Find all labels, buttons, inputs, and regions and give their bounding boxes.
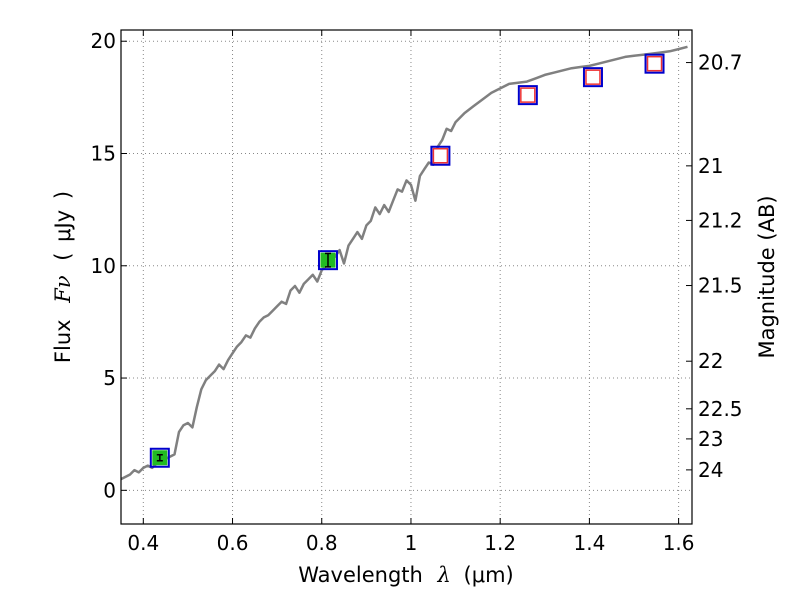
ticks: 0.4 0.6 0.8 1 1.2 1.4 1.6 0 5 10 15 20 20.7 21 21.2 21.… <box>91 29 743 555</box>
y-tick-label: 5 <box>103 366 116 390</box>
x-axis-label: Wavelength λ (μm) <box>298 563 513 587</box>
x-tick-label: 1 <box>405 531 418 555</box>
y2-tick-label: 22 <box>698 349 723 373</box>
x-tick-label: 1.2 <box>484 531 516 555</box>
points-layer <box>149 53 665 468</box>
y2-axis-label: Magnitude (AB) <box>755 195 779 358</box>
upper-limit-marker <box>432 147 449 164</box>
y2-tick-label: 24 <box>698 458 723 482</box>
plot-frame <box>120 29 693 525</box>
x-tick-label: 1.4 <box>573 531 605 555</box>
y-tick-label: 15 <box>91 142 116 166</box>
y2-tick-label: 21.5 <box>698 274 743 298</box>
y-axis-label: Flux Fν ( μJy ) <box>51 191 75 363</box>
y2-tick-label: 21.2 <box>698 208 743 232</box>
y-tick-label: 10 <box>91 254 116 278</box>
y-tick-label: 20 <box>91 29 116 53</box>
model-photometry-marker <box>517 85 538 106</box>
y2-tick-label: 23 <box>698 427 723 451</box>
model-photometry-marker <box>317 250 338 271</box>
grid <box>121 30 692 524</box>
upper-limit-marker <box>585 69 601 85</box>
model-photometry-marker <box>149 447 170 468</box>
y2-tick-label: 21 <box>698 154 723 178</box>
y-tick-label: 0 <box>103 478 116 502</box>
model-photometry-marker <box>430 145 451 166</box>
sed-model-line <box>120 45 688 481</box>
model-photometry-marker <box>644 53 665 74</box>
y2-tick-label: 20.7 <box>698 51 743 75</box>
y2-tick-label: 22.5 <box>698 397 743 421</box>
x-tick-label: 0.8 <box>306 531 338 555</box>
x-tick-label: 0.4 <box>127 531 159 555</box>
upper-limit-marker <box>646 55 663 72</box>
x-tick-label: 1.6 <box>663 531 695 555</box>
model-photometry-marker <box>582 67 603 88</box>
x-tick-label: 0.6 <box>217 531 249 555</box>
series-layer <box>120 45 688 481</box>
upper-limit-marker <box>520 87 536 103</box>
